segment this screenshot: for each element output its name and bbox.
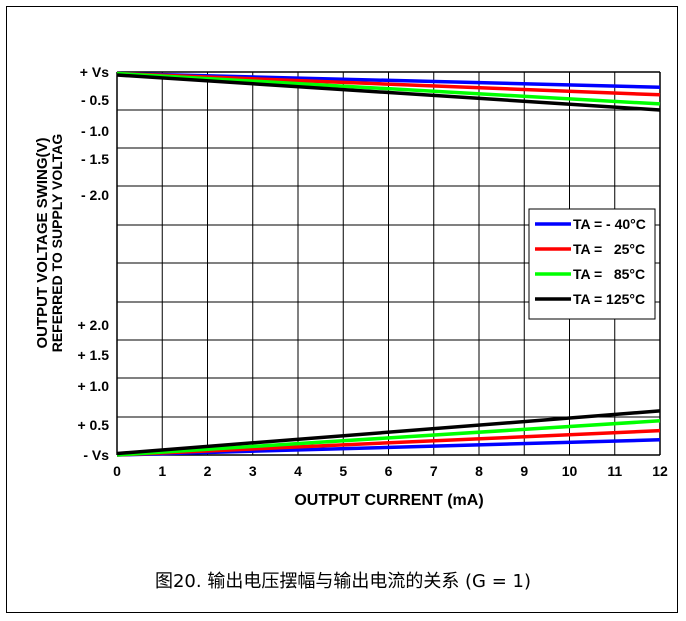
series-line-upper <box>116 71 661 106</box>
y-tick-label: - 1.0 <box>81 123 109 139</box>
legend-label: TA = 85°C <box>573 266 645 282</box>
y-tick-label: + 1.5 <box>77 347 109 363</box>
x-tick-label: 8 <box>475 463 483 479</box>
x-tick-label: 6 <box>385 463 393 479</box>
y-tick-label: - Vs <box>83 447 109 463</box>
series-line-upper <box>116 73 661 112</box>
legend-label: TA = 125°C <box>573 291 645 307</box>
y-tick-label: + Vs <box>80 64 109 80</box>
legend: TA = - 40°C TA = 25°C TA = 85°C TA = 125°C <box>528 208 656 320</box>
x-tick-label: 3 <box>249 463 257 479</box>
x-tick-label: 7 <box>430 463 438 479</box>
series-lines <box>116 71 661 457</box>
legend-label: TA = 25°C <box>573 241 645 257</box>
x-tick-label: 2 <box>204 463 212 479</box>
grid <box>116 71 661 456</box>
y-axis-title: OUTPUT VOLTAGE SWING(V) <box>34 137 51 348</box>
series-line-lower <box>116 409 661 456</box>
x-tick-label: 4 <box>294 463 302 479</box>
x-tick-label: 12 <box>652 463 668 479</box>
legend-label: TA = - 40°C <box>573 216 646 232</box>
series-line-lower <box>116 419 661 457</box>
y-tick-label: + 1.0 <box>77 378 109 394</box>
y-tick-labels: + Vs - 0.5 - 1.0 - 1.5 - 2.0 + 2.0 + 1.5 + 1.0 +… <box>77 64 109 463</box>
y-tick-label: - 2.0 <box>81 187 109 203</box>
x-tick-label: 5 <box>339 463 347 479</box>
x-tick-label: 11 <box>607 463 622 479</box>
x-axis-title: OUTPUT CURRENT (mA) <box>294 492 483 509</box>
figure-caption: 图20. 输出电压摆幅与输出电流的关系 (G = 1) <box>154 571 532 592</box>
y-tick-label: + 2.0 <box>77 317 109 333</box>
x-tick-label: 9 <box>520 463 528 479</box>
y-tick-label: - 0.5 <box>81 92 109 108</box>
x-tick-label: 0 <box>113 463 121 479</box>
y-axis-subtitle: REFERRED TO SUPPLY VOLTAG <box>49 134 65 353</box>
x-tick-label: 10 <box>562 463 578 479</box>
x-tick-labels: 0 1 2 3 4 5 6 7 8 9 10 11 12 <box>113 463 668 479</box>
x-tick-label: 1 <box>158 463 166 479</box>
y-tick-label: - 1.5 <box>81 151 109 167</box>
y-tick-label: + 0.5 <box>77 417 109 433</box>
